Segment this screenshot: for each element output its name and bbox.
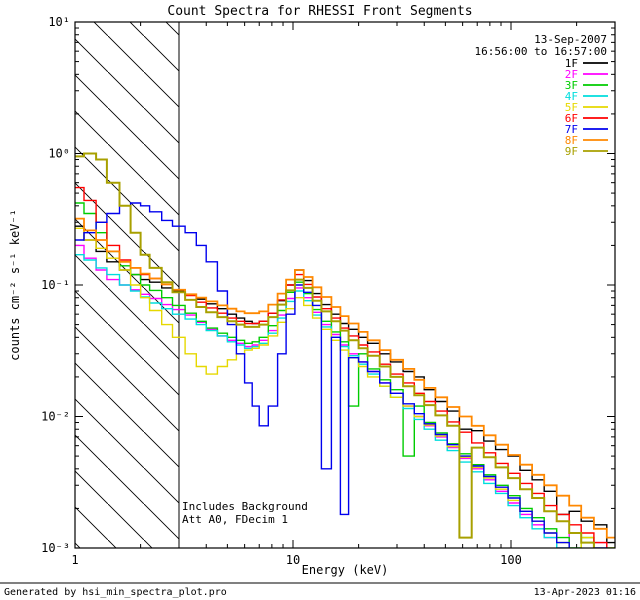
legend-label-5F: 5F xyxy=(565,101,578,114)
footer-timestamp: 13-Apr-2023 01:16 xyxy=(534,587,636,598)
y-axis-label: counts cm⁻² s⁻¹ keV⁻¹ xyxy=(8,209,22,361)
x-tick-label: 1 xyxy=(71,553,78,567)
series-layer xyxy=(75,152,615,548)
legend-label-6F: 6F xyxy=(565,112,578,125)
x-tick-label: 10 xyxy=(286,553,300,567)
legend-label-1F: 1F xyxy=(565,57,578,70)
y-tick-label: 10⁻³ xyxy=(41,541,70,555)
att-note: Att A0, FDecim 1 xyxy=(182,513,288,526)
legend-label-2F: 2F xyxy=(565,68,578,81)
y-tick-label: 10⁻¹ xyxy=(41,278,70,292)
axis-ticks-layer: 1 10 100 10⁻³ 10⁻² 10⁻¹ 10⁰ 10¹ xyxy=(41,15,616,567)
legend-label-7F: 7F xyxy=(565,123,578,136)
series-line-7F xyxy=(75,202,608,548)
series-line-8F xyxy=(75,217,615,539)
y-tick-label: 10⁻² xyxy=(41,410,70,424)
x-tick-label: 100 xyxy=(500,553,522,567)
includes-background-note: Includes Background xyxy=(182,500,308,513)
series-line-9F xyxy=(75,152,595,548)
legend-label-8F: 8F xyxy=(565,134,578,147)
y-tick-label: 10¹ xyxy=(48,15,70,29)
x-axis-label: Energy (keV) xyxy=(302,563,389,577)
plot-frame xyxy=(74,21,616,549)
footer-generated-by: Generated by hsi_min_spectra_plot.pro xyxy=(4,587,227,598)
legend-label-4F: 4F xyxy=(565,90,578,103)
y-tick-label: 10⁰ xyxy=(48,147,70,161)
time-range-annotation: 16:56:00 to 16:57:00 xyxy=(475,45,607,58)
chart-title: Count Spectra for RHESSI Front Segments xyxy=(167,4,472,19)
legend-label-3F: 3F xyxy=(565,79,578,92)
date-annotation: 13-Sep-2007 xyxy=(534,33,607,46)
legend-label-9F: 9F xyxy=(565,145,578,158)
